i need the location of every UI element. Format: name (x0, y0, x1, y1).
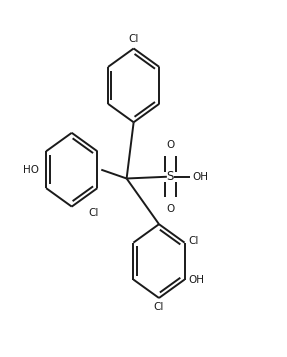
Text: HO: HO (23, 165, 39, 175)
Text: OH: OH (192, 172, 208, 182)
Text: O: O (166, 140, 174, 150)
Text: Cl: Cl (188, 236, 198, 246)
Text: Cl: Cl (154, 302, 164, 312)
Text: OH: OH (188, 275, 204, 285)
Text: O: O (166, 204, 174, 214)
Text: Cl: Cl (129, 34, 139, 44)
Text: Cl: Cl (88, 208, 98, 218)
Text: S: S (166, 170, 174, 183)
